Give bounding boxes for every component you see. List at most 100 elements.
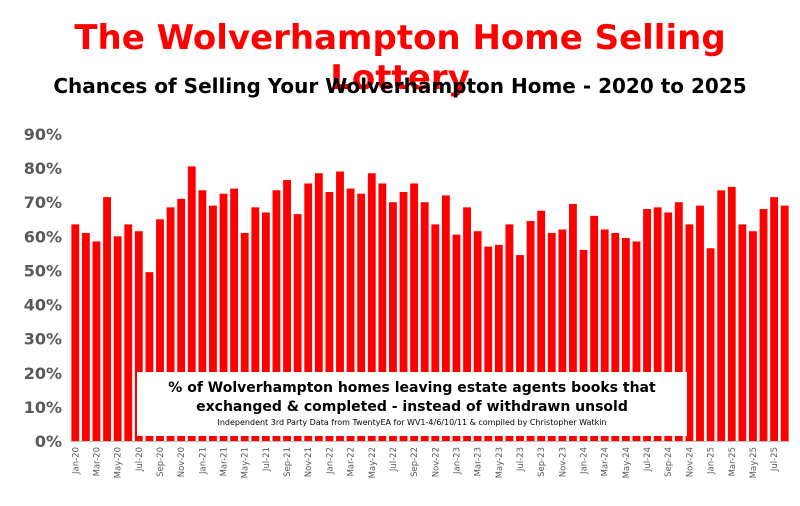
bar-Oct-22 bbox=[420, 202, 429, 441]
bar-Mar-22 bbox=[346, 188, 355, 441]
bar-Jan-20 bbox=[71, 224, 80, 441]
x-tick-label: Sep-22 bbox=[410, 447, 420, 477]
x-tick-label: Nov-21 bbox=[304, 447, 314, 477]
bar-Oct-20 bbox=[166, 207, 175, 441]
bar-Sep-23 bbox=[537, 210, 546, 441]
bar-Aug-25 bbox=[780, 205, 789, 441]
x-tick-label: May-24 bbox=[622, 447, 632, 478]
bar-Jul-21 bbox=[261, 212, 270, 441]
bar-Sep-22 bbox=[410, 183, 419, 441]
bar-Aug-23 bbox=[526, 220, 535, 441]
bar-Aug-20 bbox=[145, 272, 154, 441]
bar-Jul-24 bbox=[643, 209, 651, 441]
bar-Sep-24 bbox=[664, 212, 673, 441]
bar-May-23 bbox=[494, 244, 503, 441]
x-tick-label: May-20 bbox=[114, 447, 124, 478]
x-tick-label: Sep-24 bbox=[664, 447, 674, 477]
bar-Sep-20 bbox=[156, 219, 164, 441]
x-tick-label: Jan-21 bbox=[198, 447, 208, 475]
bar-Aug-21 bbox=[272, 190, 281, 441]
chart-annotation-box: % of Wolverhampton homes leaving estate … bbox=[137, 372, 687, 436]
bar-Apr-25 bbox=[738, 224, 747, 441]
bar-Aug-24 bbox=[653, 207, 662, 441]
x-tick-label: May-23 bbox=[495, 447, 505, 478]
annotation-line-1: % of Wolverhampton homes leaving estate … bbox=[168, 380, 656, 396]
bar-Feb-23 bbox=[463, 207, 471, 441]
x-tick-label: Mar-23 bbox=[474, 447, 484, 476]
bar-Mar-23 bbox=[473, 231, 482, 441]
x-tick-label: Jan-23 bbox=[452, 447, 462, 475]
bar-Jan-24 bbox=[579, 249, 588, 441]
bar-Nov-23 bbox=[558, 229, 567, 441]
bar-Oct-23 bbox=[547, 232, 556, 441]
bar-Apr-22 bbox=[357, 193, 366, 441]
x-tick-label: Mar-20 bbox=[92, 447, 102, 476]
x-tick-label: Jul-23 bbox=[516, 447, 526, 472]
x-tick-label: Jan-24 bbox=[580, 447, 590, 475]
bar-May-24 bbox=[621, 238, 630, 441]
bar-Nov-21 bbox=[304, 183, 313, 441]
x-tick-label: May-22 bbox=[368, 447, 378, 478]
y-tick-label: 0% bbox=[35, 432, 62, 451]
bar-Mar-21 bbox=[219, 193, 228, 441]
x-tick-label: Sep-21 bbox=[283, 447, 293, 477]
x-tick-label: Jul-21 bbox=[262, 447, 272, 472]
bar-Mar-24 bbox=[600, 229, 609, 441]
bar-Sep-21 bbox=[283, 180, 291, 442]
x-tick-label: Jul-25 bbox=[770, 447, 780, 472]
bar-Feb-22 bbox=[336, 171, 344, 441]
y-tick-label: 30% bbox=[24, 330, 62, 349]
bar-Jul-22 bbox=[389, 202, 397, 441]
y-tick-label: 60% bbox=[24, 227, 62, 246]
bar-Apr-20 bbox=[103, 197, 111, 441]
x-tick-label: Nov-24 bbox=[685, 447, 695, 477]
y-tick-label: 70% bbox=[24, 193, 62, 212]
y-tick-label: 90% bbox=[24, 125, 62, 144]
bar-Apr-21 bbox=[230, 188, 239, 441]
x-tick-label: May-21 bbox=[241, 447, 251, 478]
x-tick-label: Mar-21 bbox=[220, 447, 230, 476]
x-tick-label: Jan-20 bbox=[71, 447, 81, 475]
bar-Jun-21 bbox=[251, 207, 260, 441]
bar-Jun-24 bbox=[632, 241, 641, 441]
bar-Dec-21 bbox=[314, 173, 323, 442]
bar-Feb-24 bbox=[590, 215, 599, 441]
chart-subtitle: Chances of Selling Your Wolverhampton Ho… bbox=[53, 74, 747, 98]
bar-Jan-25 bbox=[706, 248, 715, 441]
bar-May-22 bbox=[367, 173, 376, 442]
bar-Feb-20 bbox=[81, 232, 90, 441]
bar-Mar-20 bbox=[92, 241, 101, 441]
bar-Aug-22 bbox=[399, 191, 408, 441]
bar-Nov-24 bbox=[685, 224, 694, 441]
bar-Feb-21 bbox=[209, 205, 217, 441]
bar-Dec-20 bbox=[187, 166, 196, 441]
bar-Jan-21 bbox=[198, 190, 207, 441]
bar-May-25 bbox=[749, 231, 757, 441]
bar-Oct-21 bbox=[293, 214, 302, 441]
y-tick-label: 80% bbox=[24, 159, 62, 178]
x-tick-label: Nov-23 bbox=[558, 447, 568, 477]
bar-Oct-24 bbox=[674, 202, 683, 441]
x-tick-label: Mar-22 bbox=[347, 447, 357, 476]
x-tick-label: Sep-20 bbox=[156, 447, 166, 477]
bar-Jun-20 bbox=[124, 224, 133, 441]
x-tick-label: May-25 bbox=[749, 447, 759, 478]
bar-Dec-24 bbox=[696, 205, 704, 441]
bar-Apr-24 bbox=[611, 232, 620, 441]
bar-Jun-23 bbox=[505, 224, 514, 441]
bar-Jul-20 bbox=[134, 231, 143, 441]
x-tick-label: Jan-22 bbox=[325, 447, 335, 475]
y-tick-label: 50% bbox=[24, 261, 62, 280]
x-tick-label: Jul-22 bbox=[389, 447, 399, 472]
bar-Dec-22 bbox=[441, 195, 450, 441]
bar-Jun-25 bbox=[759, 209, 768, 441]
annotation-source: Independent 3rd Party Data from TwentyEA… bbox=[217, 418, 607, 427]
x-tick-label: Nov-22 bbox=[431, 447, 441, 477]
y-tick-label: 10% bbox=[24, 398, 62, 417]
x-tick-label: Mar-24 bbox=[601, 447, 611, 476]
bar-Jun-22 bbox=[378, 183, 387, 441]
bar-Nov-20 bbox=[177, 198, 186, 441]
bar-Mar-25 bbox=[727, 186, 736, 441]
bar-Apr-23 bbox=[484, 246, 493, 441]
